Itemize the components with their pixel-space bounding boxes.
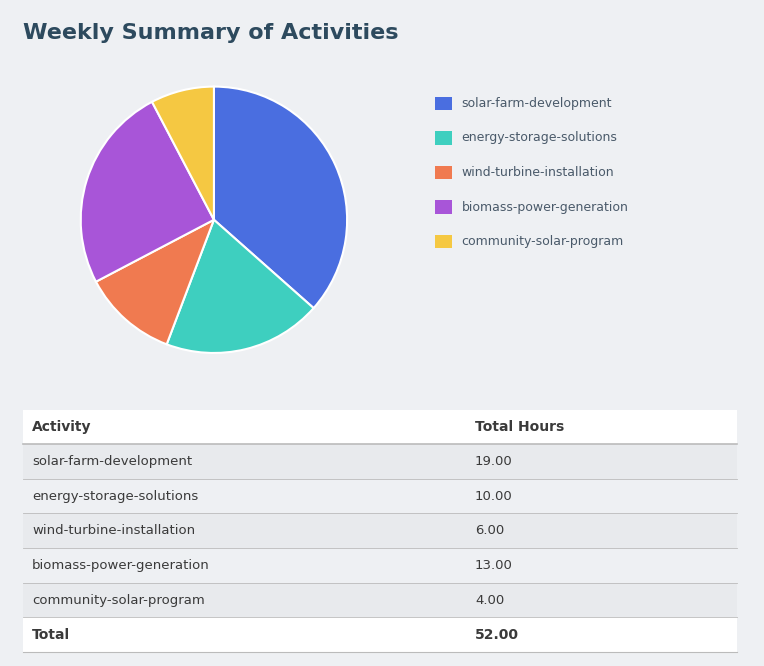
Text: biomass-power-generation: biomass-power-generation xyxy=(461,200,628,214)
Text: Activity: Activity xyxy=(32,420,92,434)
Text: solar-farm-development: solar-farm-development xyxy=(32,455,193,468)
Wedge shape xyxy=(96,220,214,344)
Text: community-solar-program: community-solar-program xyxy=(32,593,205,607)
Text: Weekly Summary of Activities: Weekly Summary of Activities xyxy=(23,23,398,43)
Text: 10.00: 10.00 xyxy=(475,490,513,503)
Text: community-solar-program: community-solar-program xyxy=(461,235,623,248)
Text: 19.00: 19.00 xyxy=(475,455,513,468)
Text: 6.00: 6.00 xyxy=(475,524,504,537)
Wedge shape xyxy=(81,102,214,282)
Wedge shape xyxy=(214,87,347,308)
Text: 4.00: 4.00 xyxy=(475,593,504,607)
Text: 13.00: 13.00 xyxy=(475,559,513,572)
Text: Total: Total xyxy=(32,627,70,642)
Text: wind-turbine-installation: wind-turbine-installation xyxy=(32,524,196,537)
Wedge shape xyxy=(167,220,313,353)
Text: wind-turbine-installation: wind-turbine-installation xyxy=(461,166,614,179)
Text: Total Hours: Total Hours xyxy=(475,420,565,434)
Wedge shape xyxy=(152,87,214,220)
Text: solar-farm-development: solar-farm-development xyxy=(461,97,612,110)
Text: energy-storage-solutions: energy-storage-solutions xyxy=(461,131,617,145)
Text: biomass-power-generation: biomass-power-generation xyxy=(32,559,210,572)
Text: 52.00: 52.00 xyxy=(475,627,519,642)
Text: energy-storage-solutions: energy-storage-solutions xyxy=(32,490,199,503)
